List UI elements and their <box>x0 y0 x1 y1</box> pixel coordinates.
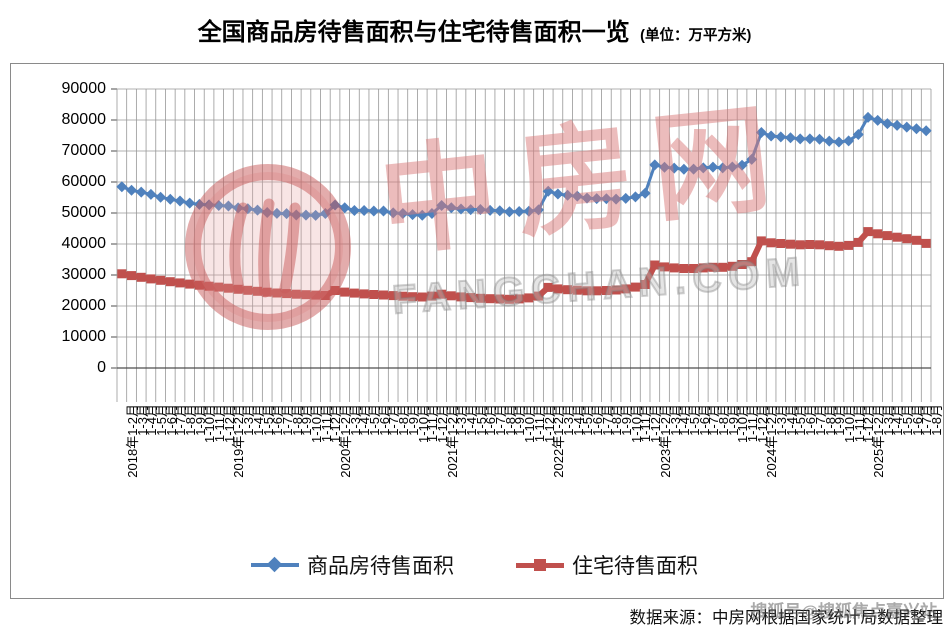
y-axis-label: 80000 <box>61 111 107 128</box>
legend-diamond-marker-icon <box>266 556 283 573</box>
y-axis-label: 60000 <box>61 173 107 190</box>
chart-title: 全国商品房待售面积与住宅待售面积一览 <box>197 19 630 46</box>
y-axis-label: 40000 <box>61 235 107 252</box>
chart-unit-label: (单位：万平方米) <box>640 28 752 44</box>
legend-line-blue <box>251 556 299 573</box>
source-note: 数据来源：中房网根据国家统计局数据整理 <box>629 609 944 627</box>
y-axis-label: 20000 <box>61 297 107 314</box>
y-axis-label: 30000 <box>61 266 107 283</box>
legend: 商品房待售面积 住宅待售面积 <box>0 550 949 580</box>
legend-square-marker-icon <box>534 558 546 571</box>
y-axis-label: 50000 <box>61 204 107 221</box>
legend-item-residential-housing: 住宅待售面积 <box>516 550 698 580</box>
y-axis-label: 70000 <box>61 142 107 159</box>
legend-label: 住宅待售面积 <box>572 555 698 578</box>
legend-item-commodity-housing: 商品房待售面积 <box>251 550 454 580</box>
x-axis-label: 1-8月 <box>929 404 945 436</box>
y-axis-label: 0 <box>97 359 106 376</box>
y-axis-label: 90000 <box>61 80 107 97</box>
legend-label: 商品房待售面积 <box>307 555 454 578</box>
chart-title-bar: 全国商品房待售面积与住宅待售面积一览 (单位：万平方米) <box>0 12 949 47</box>
legend-line-red <box>516 558 564 571</box>
y-axis-label: 10000 <box>61 328 107 345</box>
